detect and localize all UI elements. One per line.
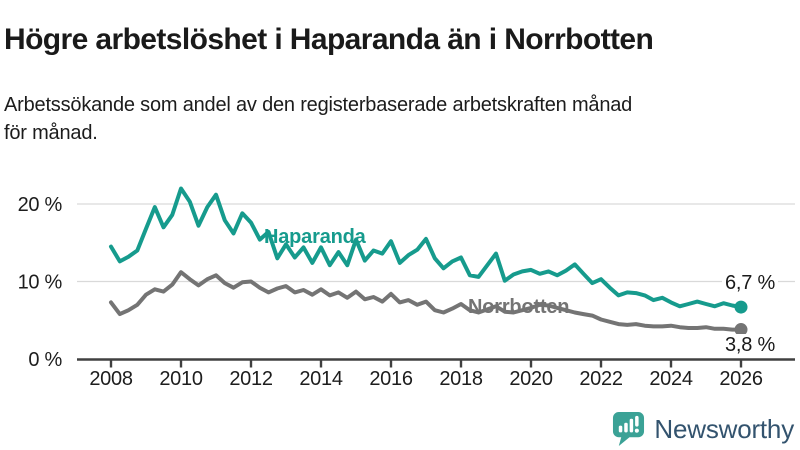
y-tick-label: 10 % (18, 272, 63, 294)
series-line-haparanda (109, 186, 743, 310)
series-line-norrbotten (109, 270, 743, 332)
x-tick-label: 2008 (89, 368, 132, 390)
page-title: Högre arbetslöshet i Haparanda än i Norr… (4, 23, 654, 57)
x-tick-label: 2012 (229, 368, 272, 390)
series-label-norrbotten: Norrbotten (468, 296, 570, 318)
x-tick-label: 2024 (649, 368, 692, 390)
series-end-dot-norrbotten (734, 323, 748, 337)
x-tick-label: 2018 (439, 368, 482, 390)
brand-footer: Newsworthy (612, 411, 794, 447)
x-tick-label: 2020 (509, 368, 552, 390)
series-label-haparanda: Haparanda (264, 226, 366, 248)
series-end-dot-haparanda (734, 300, 748, 314)
brand-name: Newsworthy (654, 413, 794, 444)
subtitle-line-2: för månad. (4, 122, 98, 144)
x-tick-label: 2026 (719, 368, 762, 390)
x-tick-label: 2014 (299, 368, 342, 390)
newsworthy-logo-icon (613, 412, 645, 446)
subtitle-line-1: Arbetssökande som andel av den registerb… (4, 94, 633, 116)
x-tick-label: 2022 (579, 368, 622, 390)
chart-subtitle: Arbetssökande som andel av den registerb… (4, 91, 784, 147)
end-value-norrbotten: 3,8 % (722, 334, 779, 357)
end-value-haparanda: 6,7 % (722, 272, 779, 295)
y-tick-label: 20 % (18, 194, 63, 216)
y-tick-label: 0 % (28, 349, 62, 371)
x-tick-label: 2016 (369, 368, 412, 390)
x-tick-label: 2010 (159, 368, 202, 390)
